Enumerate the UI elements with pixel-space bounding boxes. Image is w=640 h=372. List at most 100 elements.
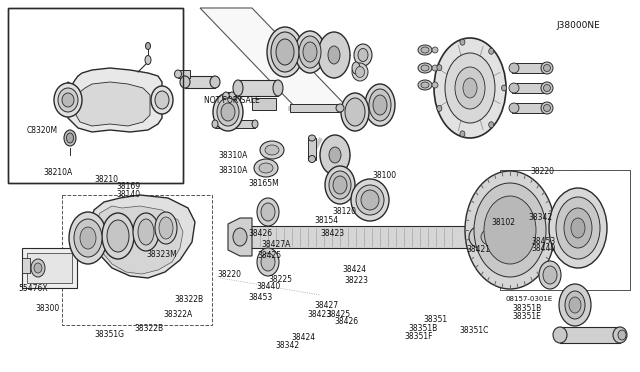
Text: 38310A: 38310A <box>219 166 248 175</box>
Bar <box>62 195 212 325</box>
Ellipse shape <box>155 212 177 244</box>
Text: 38424: 38424 <box>342 265 367 274</box>
Ellipse shape <box>299 36 321 68</box>
Ellipse shape <box>259 163 273 173</box>
Bar <box>178 70 190 78</box>
Ellipse shape <box>356 185 384 215</box>
Text: 38351B: 38351B <box>512 304 541 312</box>
Ellipse shape <box>541 62 553 74</box>
Text: 38342: 38342 <box>528 213 552 222</box>
Ellipse shape <box>64 130 76 146</box>
Bar <box>238 80 278 96</box>
Text: 38426: 38426 <box>334 317 358 326</box>
Ellipse shape <box>418 63 432 73</box>
Ellipse shape <box>618 330 626 340</box>
Text: 38440: 38440 <box>256 282 280 291</box>
Ellipse shape <box>489 48 493 54</box>
Bar <box>560 327 620 343</box>
Ellipse shape <box>318 32 350 78</box>
Ellipse shape <box>351 179 389 221</box>
Ellipse shape <box>138 219 154 245</box>
Text: 38210: 38210 <box>95 175 119 184</box>
Text: 38220: 38220 <box>530 167 554 176</box>
Ellipse shape <box>549 188 607 268</box>
Text: 38427A: 38427A <box>261 240 291 249</box>
Bar <box>512 83 547 93</box>
Text: 38165M: 38165M <box>248 179 279 187</box>
Bar <box>8 8 183 183</box>
Ellipse shape <box>58 88 78 112</box>
Text: 38351G: 38351G <box>95 330 125 339</box>
Ellipse shape <box>273 80 283 96</box>
Ellipse shape <box>295 31 325 73</box>
Text: 38322A: 38322A <box>163 310 193 319</box>
Text: 38220: 38220 <box>218 270 242 279</box>
Ellipse shape <box>223 92 230 102</box>
Ellipse shape <box>445 53 495 123</box>
Bar <box>27 253 72 283</box>
Ellipse shape <box>437 65 442 71</box>
Bar <box>8 8 183 183</box>
Text: 38421: 38421 <box>466 246 490 254</box>
Ellipse shape <box>539 261 561 289</box>
Text: 38453: 38453 <box>531 237 556 246</box>
Ellipse shape <box>569 297 581 313</box>
Ellipse shape <box>365 84 395 126</box>
Ellipse shape <box>261 253 275 271</box>
Ellipse shape <box>418 80 432 90</box>
Ellipse shape <box>217 98 239 126</box>
Ellipse shape <box>67 133 74 143</box>
Ellipse shape <box>233 80 243 96</box>
Ellipse shape <box>460 39 465 45</box>
Ellipse shape <box>421 82 429 88</box>
Ellipse shape <box>308 135 316 141</box>
Text: 38351F: 38351F <box>404 332 433 341</box>
Ellipse shape <box>267 27 303 77</box>
Ellipse shape <box>543 105 550 112</box>
Ellipse shape <box>74 219 102 257</box>
Ellipse shape <box>212 120 218 128</box>
Text: 38351: 38351 <box>424 315 448 324</box>
Ellipse shape <box>469 226 491 248</box>
Ellipse shape <box>553 327 567 343</box>
Text: 38427: 38427 <box>315 301 339 310</box>
Ellipse shape <box>345 98 365 126</box>
Ellipse shape <box>543 266 557 284</box>
Ellipse shape <box>159 217 173 239</box>
Bar <box>500 170 630 290</box>
Text: 38225: 38225 <box>269 275 293 284</box>
Ellipse shape <box>69 212 107 264</box>
Ellipse shape <box>354 44 372 66</box>
Ellipse shape <box>432 82 438 88</box>
Bar <box>308 138 316 160</box>
Ellipse shape <box>421 47 429 53</box>
Bar <box>185 76 215 88</box>
Ellipse shape <box>180 76 190 88</box>
Bar <box>252 98 276 110</box>
Text: 38425: 38425 <box>326 310 351 319</box>
Ellipse shape <box>361 190 379 210</box>
Ellipse shape <box>34 263 42 273</box>
Ellipse shape <box>228 92 236 102</box>
Bar <box>512 63 547 73</box>
Ellipse shape <box>229 226 251 248</box>
Ellipse shape <box>257 248 279 276</box>
Ellipse shape <box>373 95 387 115</box>
Ellipse shape <box>336 104 344 112</box>
Ellipse shape <box>329 147 341 163</box>
Bar <box>22 248 77 288</box>
Ellipse shape <box>484 196 536 264</box>
Text: 38351C: 38351C <box>460 326 489 335</box>
Ellipse shape <box>465 171 555 289</box>
Bar <box>22 258 30 273</box>
Polygon shape <box>95 206 183 274</box>
Ellipse shape <box>133 213 159 251</box>
Ellipse shape <box>489 122 493 128</box>
Text: J38000NE: J38000NE <box>557 21 600 30</box>
Ellipse shape <box>556 197 600 259</box>
Text: 38351B: 38351B <box>408 324 438 333</box>
Ellipse shape <box>80 227 96 249</box>
Ellipse shape <box>455 67 485 109</box>
Text: 38223: 38223 <box>344 276 369 285</box>
Polygon shape <box>200 8 350 110</box>
